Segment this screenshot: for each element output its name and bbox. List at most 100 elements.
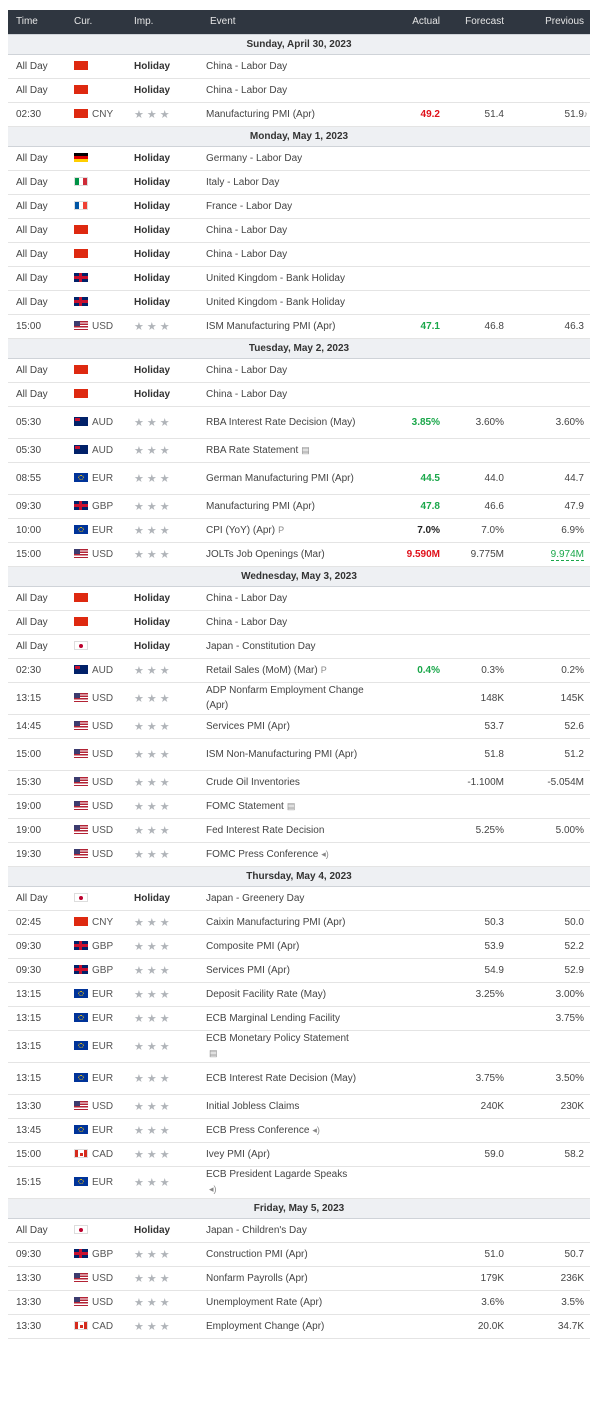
event-name[interactable]: Services PMI (Apr) (206, 720, 290, 732)
event-row[interactable]: 05:30 AUD ★★★ RBA Interest Rate Decision (M… (8, 406, 590, 439)
event-name-cell[interactable]: ECB Monetary Policy Statement ▤ (202, 1030, 374, 1063)
event-row[interactable]: 14:45 USD ★★★ Services PMI (Apr) 53.7 52.6 (8, 714, 590, 739)
event-name-cell[interactable]: FOMC Press Conference ◂) (202, 842, 374, 867)
event-row[interactable]: 09:30 GBP ★★★ Composite PMI (Apr) 53.9 52.2 (8, 934, 590, 959)
event-name[interactable]: China - Labor Day (206, 60, 288, 72)
header-time[interactable]: Time (16, 16, 38, 28)
event-name-cell[interactable]: Ivey PMI (Apr) (202, 1142, 374, 1167)
event-name[interactable]: Japan - Children's Day (206, 1224, 307, 1236)
speaker-icon[interactable]: ◂) (312, 1124, 320, 1135)
event-name-cell[interactable]: Retail Sales (MoM) (Mar) P (202, 658, 374, 683)
event-name[interactable]: ISM Manufacturing PMI (Apr) (206, 320, 336, 332)
event-name-cell[interactable]: Italy - Labor Day (202, 170, 374, 195)
event-name[interactable]: Employment Change (Apr) (206, 1320, 325, 1332)
document-icon[interactable]: ▤ (301, 444, 310, 455)
event-name[interactable]: China - Labor Day (206, 592, 288, 604)
speaker-icon[interactable]: ◂) (321, 848, 329, 859)
event-row[interactable]: All Day Holiday China - Labor Day (8, 54, 590, 79)
event-row[interactable]: 02:45 CNY ★★★ Caixin Manufacturing PMI (Apr… (8, 910, 590, 935)
event-name[interactable]: Deposit Facility Rate (May) (206, 988, 327, 1000)
event-name-cell[interactable]: France - Labor Day (202, 194, 374, 219)
event-name[interactable]: China - Labor Day (206, 224, 288, 236)
event-row[interactable]: 13:45 EUR ★★★ ECB Press Conference ◂) (8, 1118, 590, 1143)
event-name[interactable]: Initial Jobless Claims (206, 1100, 300, 1112)
event-row[interactable]: 02:30 AUD ★★★ Retail Sales (MoM) (Mar) P 0.4%… (8, 658, 590, 683)
event-row[interactable]: 13:30 USD ★★★ Initial Jobless Claims 240K 230… (8, 1094, 590, 1119)
event-row[interactable]: 19:30 USD ★★★ FOMC Press Conference ◂) (8, 842, 590, 867)
event-row[interactable]: All Day Holiday United Kingdom - Bank Holi… (8, 266, 590, 291)
bell-icon[interactable]: ♪ (583, 108, 589, 119)
header-importance[interactable]: Imp. (134, 16, 154, 28)
event-name[interactable]: RBA Interest Rate Decision (May) (206, 416, 356, 428)
event-name-cell[interactable]: China - Labor Day (202, 586, 374, 611)
event-row[interactable]: All Day Holiday United Kingdom - Bank Holi… (8, 290, 590, 315)
event-name[interactable]: ADP Nonfarm Employment Change (Apr) (206, 685, 364, 711)
event-row[interactable]: All Day Holiday Italy - Labor Day (8, 170, 590, 195)
event-row[interactable]: 13:15 EUR ★★★ ECB Monetary Policy Statement… (8, 1030, 590, 1063)
event-name-cell[interactable]: Deposit Facility Rate (May) (202, 982, 374, 1007)
event-row[interactable]: 09:30 GBP ★★★ Manufacturing PMI (Apr) 47.8 46… (8, 494, 590, 519)
event-row[interactable]: 19:00 USD ★★★ FOMC Statement ▤ (8, 794, 590, 819)
event-name-cell[interactable]: Services PMI (Apr) (202, 958, 374, 983)
event-row[interactable]: All Day Holiday Germany - Labor Day (8, 146, 590, 171)
event-name-cell[interactable]: Caixin Manufacturing PMI (Apr) (202, 910, 374, 935)
event-name-cell[interactable]: Initial Jobless Claims (202, 1094, 374, 1119)
event-name-cell[interactable]: Composite PMI (Apr) (202, 934, 374, 959)
event-name-cell[interactable]: ISM Manufacturing PMI (Apr) (202, 314, 374, 339)
event-name[interactable]: Japan - Greenery Day (206, 892, 305, 904)
event-name[interactable]: China - Labor Day (206, 616, 288, 628)
event-name[interactable]: Ivey PMI (Apr) (206, 1148, 270, 1160)
event-row[interactable]: 19:00 USD ★★★ Fed Interest Rate Decision 5.2… (8, 818, 590, 843)
event-row[interactable]: 02:30 CNY ★★★ Manufacturing PMI (Apr) 49.2 51… (8, 102, 590, 127)
event-name-cell[interactable]: German Manufacturing PMI (Apr) (202, 462, 374, 495)
event-name[interactable]: ISM Non-Manufacturing PMI (Apr) (206, 748, 358, 760)
event-name-cell[interactable]: Germany - Labor Day (202, 146, 374, 171)
event-name[interactable]: China - Labor Day (206, 388, 288, 400)
event-name[interactable]: Composite PMI (Apr) (206, 940, 300, 952)
event-row[interactable]: All Day Holiday China - Labor Day (8, 78, 590, 103)
header-actual[interactable]: Actual (412, 16, 440, 28)
event-name-cell[interactable]: ECB Interest Rate Decision (May) (202, 1062, 374, 1095)
event-name[interactable]: Japan - Constitution Day (206, 640, 316, 652)
event-name[interactable]: ECB Interest Rate Decision (May) (206, 1072, 357, 1084)
event-name-cell[interactable]: China - Labor Day (202, 54, 374, 79)
event-name-cell[interactable]: Unemployment Rate (Apr) (202, 1290, 374, 1315)
event-name[interactable]: Construction PMI (Apr) (206, 1248, 308, 1260)
event-name-cell[interactable]: Fed Interest Rate Decision (202, 818, 374, 843)
event-name[interactable]: German Manufacturing PMI (Apr) (206, 472, 354, 484)
event-row[interactable]: 15:00 USD ★★★ JOLTs Job Openings (Mar) 9.590… (8, 542, 590, 567)
event-name-cell[interactable]: ADP Nonfarm Employment Change (Apr) (202, 682, 374, 715)
event-name-cell[interactable]: China - Labor Day (202, 358, 374, 383)
event-row[interactable]: All Day Holiday China - Labor Day (8, 358, 590, 383)
header-event[interactable]: Event (210, 16, 236, 28)
event-name-cell[interactable]: Manufacturing PMI (Apr) (202, 494, 374, 519)
event-row[interactable]: 15:30 USD ★★★ Crude Oil Inventories -1.100M -… (8, 770, 590, 795)
event-name-cell[interactable]: China - Labor Day (202, 610, 374, 635)
event-name-cell[interactable]: ECB Press Conference ◂) (202, 1118, 374, 1143)
speaker-icon[interactable]: ◂) (209, 1184, 217, 1194)
document-icon[interactable]: ▤ (209, 1048, 218, 1058)
event-row[interactable]: All Day Holiday China - Labor Day (8, 586, 590, 611)
event-name[interactable]: Crude Oil Inventories (206, 776, 300, 788)
event-row[interactable]: All Day Holiday Japan - Constitution Day (8, 634, 590, 659)
event-name[interactable]: FOMC Statement (206, 800, 284, 812)
event-name-cell[interactable]: Employment Change (Apr) (202, 1314, 374, 1339)
event-name[interactable]: ECB President Lagarde Speaks (206, 1169, 348, 1180)
event-row[interactable]: 15:00 CAD ★★★ Ivey PMI (Apr) 59.0 58.2 (8, 1142, 590, 1167)
event-name[interactable]: RBA Rate Statement (206, 444, 299, 456)
event-name-cell[interactable]: United Kingdom - Bank Holiday (202, 266, 374, 291)
event-name-cell[interactable]: China - Labor Day (202, 382, 374, 407)
event-name-cell[interactable]: United Kingdom - Bank Holiday (202, 290, 374, 315)
event-row[interactable]: 13:15 USD ★★★ ADP Nonfarm Employment Change… (8, 682, 590, 715)
event-row[interactable]: 09:30 GBP ★★★ Construction PMI (Apr) 51.0 50.… (8, 1242, 590, 1267)
event-name[interactable]: Manufacturing PMI (Apr) (206, 500, 315, 512)
event-row[interactable]: 13:30 CAD ★★★ Employment Change (Apr) 20.0K 3… (8, 1314, 590, 1339)
event-name[interactable]: China - Labor Day (206, 84, 288, 96)
event-name-cell[interactable]: Services PMI (Apr) (202, 714, 374, 739)
event-name[interactable]: United Kingdom - Bank Holiday (206, 296, 345, 308)
event-name[interactable]: Unemployment Rate (Apr) (206, 1296, 323, 1308)
event-name-cell[interactable]: ECB President Lagarde Speaks ◂) (202, 1166, 374, 1199)
event-name-cell[interactable]: Japan - Greenery Day (202, 886, 374, 911)
header-forecast[interactable]: Forecast (465, 16, 504, 28)
event-name-cell[interactable]: Japan - Children's Day (202, 1218, 374, 1243)
